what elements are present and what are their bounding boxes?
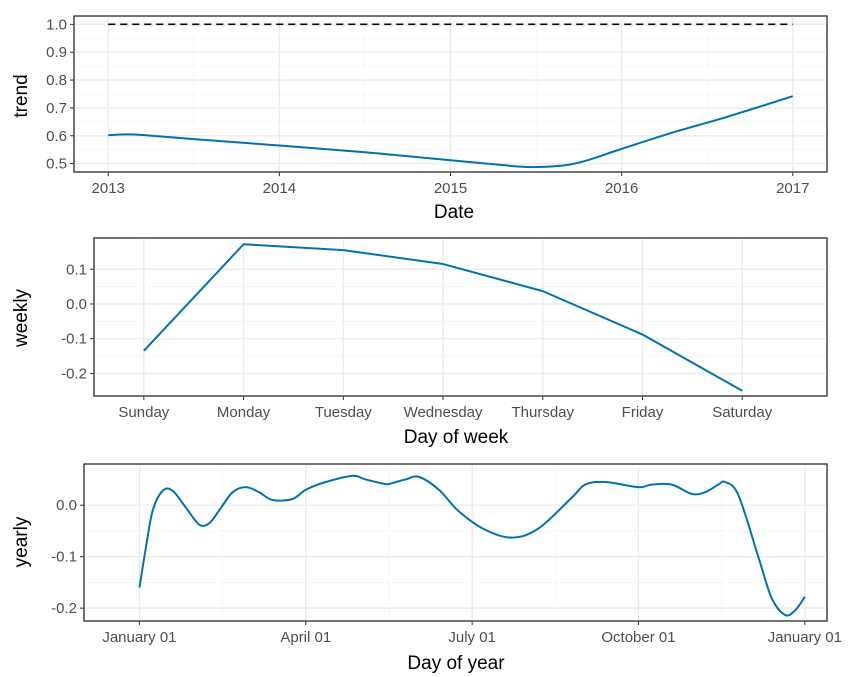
trend-x-tick-label: 2013 [92, 180, 125, 197]
weekly-x-tick-label: Sunday [118, 404, 169, 421]
trend-plot: 0.5 0.6 0.7 0.8 0.9 1.0 2013 2014 2015 2016 2017 [46, 15, 828, 197]
weekly-x-tick-label: Friday [622, 404, 664, 421]
trend-y-tick-label: 0.5 [46, 156, 67, 173]
weekly-panel-border [93, 237, 828, 397]
yearly-x-tick-label: January 01 [102, 629, 176, 646]
trend-x-tick-label: 2016 [605, 180, 638, 197]
weekly-x-tick-label: Tuesday [315, 404, 372, 421]
yearly-plot: 0.0 -0.1 -0.2 January 01 April 01 July 01 Octo… [51, 463, 842, 646]
weekly-ylabel: weekly [11, 288, 32, 348]
trend-series-line [108, 95, 794, 169]
yearly-panel: yearly Day of year [11, 516, 505, 674]
weekly-y-tick-label: -0.1 [61, 331, 87, 348]
weekly-panel-background [93, 237, 828, 397]
trend-y-tick-label: 0.9 [46, 44, 67, 61]
trend-panel: trend Date [11, 74, 474, 223]
yearly-ylabel: yearly [11, 516, 32, 567]
trend-y-tick-label: 1.0 [46, 16, 67, 33]
weekly-y-tick-label: -0.2 [61, 365, 87, 382]
weekly-y-tick-label: 0.0 [66, 296, 87, 313]
yearly-xlabel: Day of year [407, 653, 505, 674]
trend-y-tick-label: 0.7 [46, 100, 67, 117]
yearly-x-tick-label: April 01 [280, 629, 331, 646]
yearly-y-tick-label: -0.2 [51, 600, 77, 617]
weekly-xlabel: Day of week [404, 427, 509, 448]
yearly-x-tick-label: July 01 [448, 629, 496, 646]
weekly-x-tick-label: Thursday [512, 404, 575, 421]
weekly-plot: 0.1 0.0 -0.1 -0.2 Sunday Monday Tuesday Wednesd… [61, 237, 828, 421]
yearly-y-tick-label: -0.1 [51, 549, 77, 566]
yearly-panel-border [83, 463, 828, 622]
trend-y-tick-label: 0.6 [46, 128, 67, 145]
yearly-x-tick-label: January 01 [768, 629, 842, 646]
yearly-x-tick-label: October 01 [601, 629, 675, 646]
weekly-x-tick-label: Saturday [712, 404, 773, 421]
trend-x-tick-label: 2017 [776, 180, 809, 197]
weekly-panel: weekly Day of week [11, 288, 509, 448]
yearly-panel-background [83, 463, 828, 622]
yearly-series-line [138, 474, 806, 617]
weekly-x-tick-label: Monday [217, 404, 271, 421]
trend-ylabel: trend [11, 74, 32, 117]
weekly-series-line [143, 243, 743, 392]
weekly-x-tick-label: Wednesday [404, 404, 483, 421]
trend-y-tick-label: 0.8 [46, 72, 67, 89]
weekly-y-tick-label: 0.1 [66, 261, 87, 278]
trend-xlabel: Date [434, 202, 474, 223]
yearly-y-tick-label: 0.0 [56, 497, 77, 514]
trend-x-tick-label: 2014 [263, 180, 296, 197]
trend-x-tick-label: 2015 [434, 180, 467, 197]
